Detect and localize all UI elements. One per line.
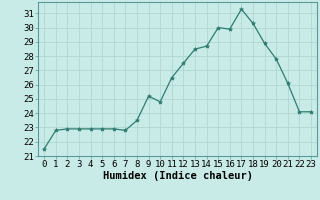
X-axis label: Humidex (Indice chaleur): Humidex (Indice chaleur) bbox=[103, 171, 252, 181]
